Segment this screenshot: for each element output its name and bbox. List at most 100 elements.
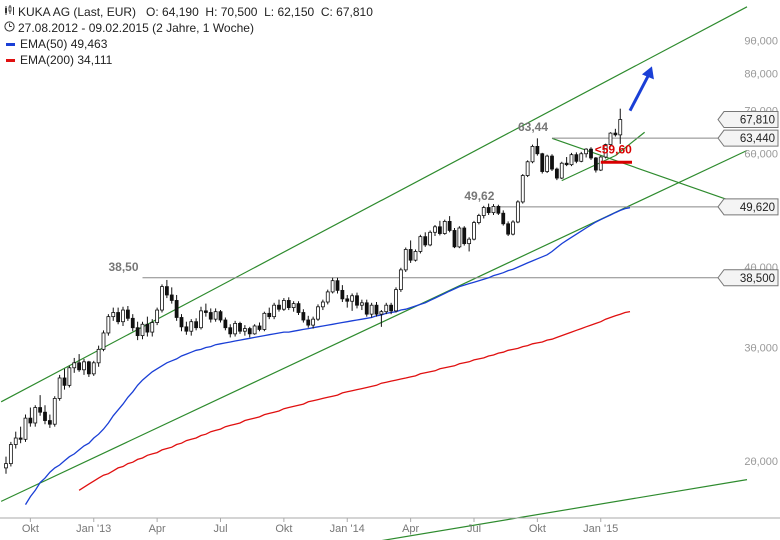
last-price-tag-text: 67,810 xyxy=(740,115,775,127)
candle-body xyxy=(272,304,277,318)
candle xyxy=(394,287,398,313)
ema50-value: 49,463 xyxy=(70,37,108,51)
candle xyxy=(520,174,525,204)
candle-body xyxy=(86,361,91,375)
candle xyxy=(242,325,247,336)
candle xyxy=(457,226,462,249)
candle-body xyxy=(145,323,150,333)
quote-summary: KUKA AG (Last, EUR) O: 64,190 H: 70,500 … xyxy=(18,5,373,19)
candle-body xyxy=(618,119,623,136)
candle-body xyxy=(194,321,199,329)
candle-body xyxy=(384,304,389,313)
candle-body xyxy=(223,319,228,329)
x-tick-label: Jan '13 xyxy=(76,523,111,535)
candle-body xyxy=(203,310,208,313)
candle-body xyxy=(33,407,38,424)
support-label: <59,60 xyxy=(595,142,632,156)
candle-body xyxy=(437,226,442,234)
candle-body xyxy=(267,312,272,318)
candle-body xyxy=(472,222,476,240)
candle-body xyxy=(486,207,491,214)
candle-body xyxy=(574,154,579,162)
candle xyxy=(277,299,281,312)
candle xyxy=(403,247,408,273)
candle-body xyxy=(208,312,213,320)
candle-body xyxy=(330,280,335,293)
candle xyxy=(164,279,169,299)
y-tick-label: 30,000 xyxy=(744,342,778,354)
x-tick-label: Okt xyxy=(275,523,292,535)
candle-body xyxy=(184,326,189,332)
candle-body xyxy=(57,377,62,399)
candle-body xyxy=(550,155,554,170)
ema-layer xyxy=(24,207,631,505)
candle xyxy=(179,314,184,332)
candle xyxy=(33,405,38,427)
level-label-2: 49,62 xyxy=(464,189,494,203)
candle-body xyxy=(262,312,267,330)
candle-body xyxy=(608,132,613,145)
candle xyxy=(52,396,57,427)
candle xyxy=(199,306,203,330)
candle-body xyxy=(511,221,515,235)
candle xyxy=(111,307,116,321)
candle xyxy=(47,414,52,428)
candle xyxy=(67,365,72,388)
candle-body xyxy=(164,286,169,296)
candle-body xyxy=(559,162,564,179)
candle xyxy=(184,321,189,335)
candle xyxy=(589,147,593,160)
candle xyxy=(82,358,86,375)
candle xyxy=(116,307,121,325)
candle-body xyxy=(135,327,140,337)
candle xyxy=(467,237,472,252)
candle-body xyxy=(515,201,520,223)
chart-legend: KUKA AG (Last, EUR) O: 64,190 H: 70,500 … xyxy=(4,4,373,68)
ema200-swatch xyxy=(6,58,15,62)
candle-body xyxy=(452,230,457,248)
candle xyxy=(369,302,374,318)
candle xyxy=(486,203,491,215)
legend-ema200-row: EMA(200) 34,111 xyxy=(4,52,373,68)
candle xyxy=(423,232,428,247)
candle xyxy=(208,308,213,323)
candle xyxy=(389,302,394,315)
candle xyxy=(96,345,101,367)
candle xyxy=(91,360,96,376)
candle-body xyxy=(335,280,340,291)
candle-body xyxy=(306,319,311,326)
candle xyxy=(174,294,179,321)
candle-body xyxy=(613,132,618,136)
candle xyxy=(316,304,320,321)
overlay-layer: <59,60 xyxy=(595,66,654,164)
level-3-tag-box xyxy=(717,269,779,287)
candle xyxy=(203,303,208,317)
candle xyxy=(169,287,174,304)
x-axis: Okt Jan '13 Apr Jul Okt Jan '14 Apr Jul Okt Jan '… xyxy=(0,517,780,535)
candle-body xyxy=(359,302,364,306)
candle-body xyxy=(101,332,106,350)
candle xyxy=(584,148,589,158)
candle xyxy=(452,228,457,249)
candle xyxy=(550,154,554,172)
candle-body xyxy=(286,300,291,309)
level-label-3: 38,50 xyxy=(108,260,138,274)
candle xyxy=(272,302,277,320)
candle xyxy=(374,302,379,317)
legend-range-row: 27.08.2012 - 09.02.2015 (2 Jahre, 1 Woch… xyxy=(4,20,373,36)
candle-body xyxy=(52,398,57,425)
legend-ema50-row: EMA(50) 49,463 xyxy=(4,36,373,52)
candle-body xyxy=(116,312,121,323)
candle-body xyxy=(228,327,233,335)
ema200-line xyxy=(78,310,631,491)
candle-body xyxy=(496,205,501,214)
candle-body xyxy=(4,463,8,469)
candle-body xyxy=(364,302,369,315)
candle xyxy=(462,226,467,246)
candle-body xyxy=(584,148,589,155)
candle-body xyxy=(72,362,77,369)
candle xyxy=(213,308,218,322)
candles-layer xyxy=(4,108,623,474)
candle-body xyxy=(199,310,203,329)
